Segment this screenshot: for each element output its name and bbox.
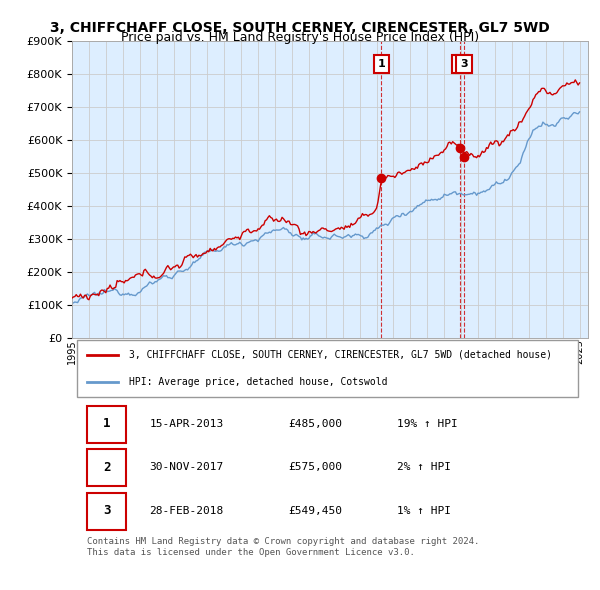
Text: 3: 3 [103, 504, 110, 517]
Text: 15-APR-2013: 15-APR-2013 [149, 419, 224, 429]
Text: 30-NOV-2017: 30-NOV-2017 [149, 462, 224, 472]
FancyBboxPatch shape [88, 450, 126, 486]
Text: HPI: Average price, detached house, Cotswold: HPI: Average price, detached house, Cots… [129, 377, 387, 387]
Text: 19% ↑ HPI: 19% ↑ HPI [397, 419, 458, 429]
Text: 3: 3 [460, 60, 467, 70]
Text: 2: 2 [103, 461, 110, 474]
FancyBboxPatch shape [88, 493, 126, 530]
Text: 2: 2 [456, 60, 464, 70]
Text: 28-FEB-2018: 28-FEB-2018 [149, 506, 224, 516]
FancyBboxPatch shape [88, 406, 126, 442]
Text: £575,000: £575,000 [289, 462, 343, 472]
Text: 1: 1 [377, 60, 385, 70]
Text: 2% ↑ HPI: 2% ↑ HPI [397, 462, 451, 472]
Text: 3, CHIFFCHAFF CLOSE, SOUTH CERNEY, CIRENCESTER, GL7 5WD (detached house): 3, CHIFFCHAFF CLOSE, SOUTH CERNEY, CIREN… [129, 350, 552, 360]
Text: Price paid vs. HM Land Registry's House Price Index (HPI): Price paid vs. HM Land Registry's House … [121, 31, 479, 44]
Text: Contains HM Land Registry data © Crown copyright and database right 2024.
This d: Contains HM Land Registry data © Crown c… [88, 537, 480, 556]
FancyBboxPatch shape [77, 340, 578, 396]
Text: 1: 1 [103, 417, 110, 430]
Text: £549,450: £549,450 [289, 506, 343, 516]
Text: 3, CHIFFCHAFF CLOSE, SOUTH CERNEY, CIRENCESTER, GL7 5WD: 3, CHIFFCHAFF CLOSE, SOUTH CERNEY, CIREN… [50, 21, 550, 35]
Text: 1% ↑ HPI: 1% ↑ HPI [397, 506, 451, 516]
Text: £485,000: £485,000 [289, 419, 343, 429]
